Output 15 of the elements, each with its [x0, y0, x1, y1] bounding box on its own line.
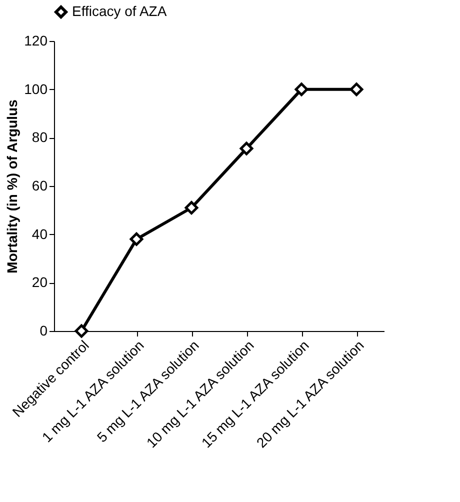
y-tick-label: 60 — [32, 178, 48, 194]
y-tick-label: 40 — [32, 226, 48, 242]
point — [240, 142, 254, 156]
y-tick-label: 0 — [40, 322, 48, 338]
y-tick-label: 100 — [24, 80, 48, 97]
point — [184, 201, 198, 214]
y-tick-label: 80 — [32, 129, 48, 146]
point — [130, 232, 144, 246]
y-tick-label: 20 — [32, 274, 48, 290]
point — [294, 82, 308, 96]
y-tick-label: 120 — [24, 32, 48, 48]
legend-label: Efficacy of AZA — [72, 3, 168, 19]
point — [350, 82, 364, 96]
point — [74, 324, 88, 338]
y-axis-title: Mortality (in %) of Argulus — [4, 99, 20, 274]
